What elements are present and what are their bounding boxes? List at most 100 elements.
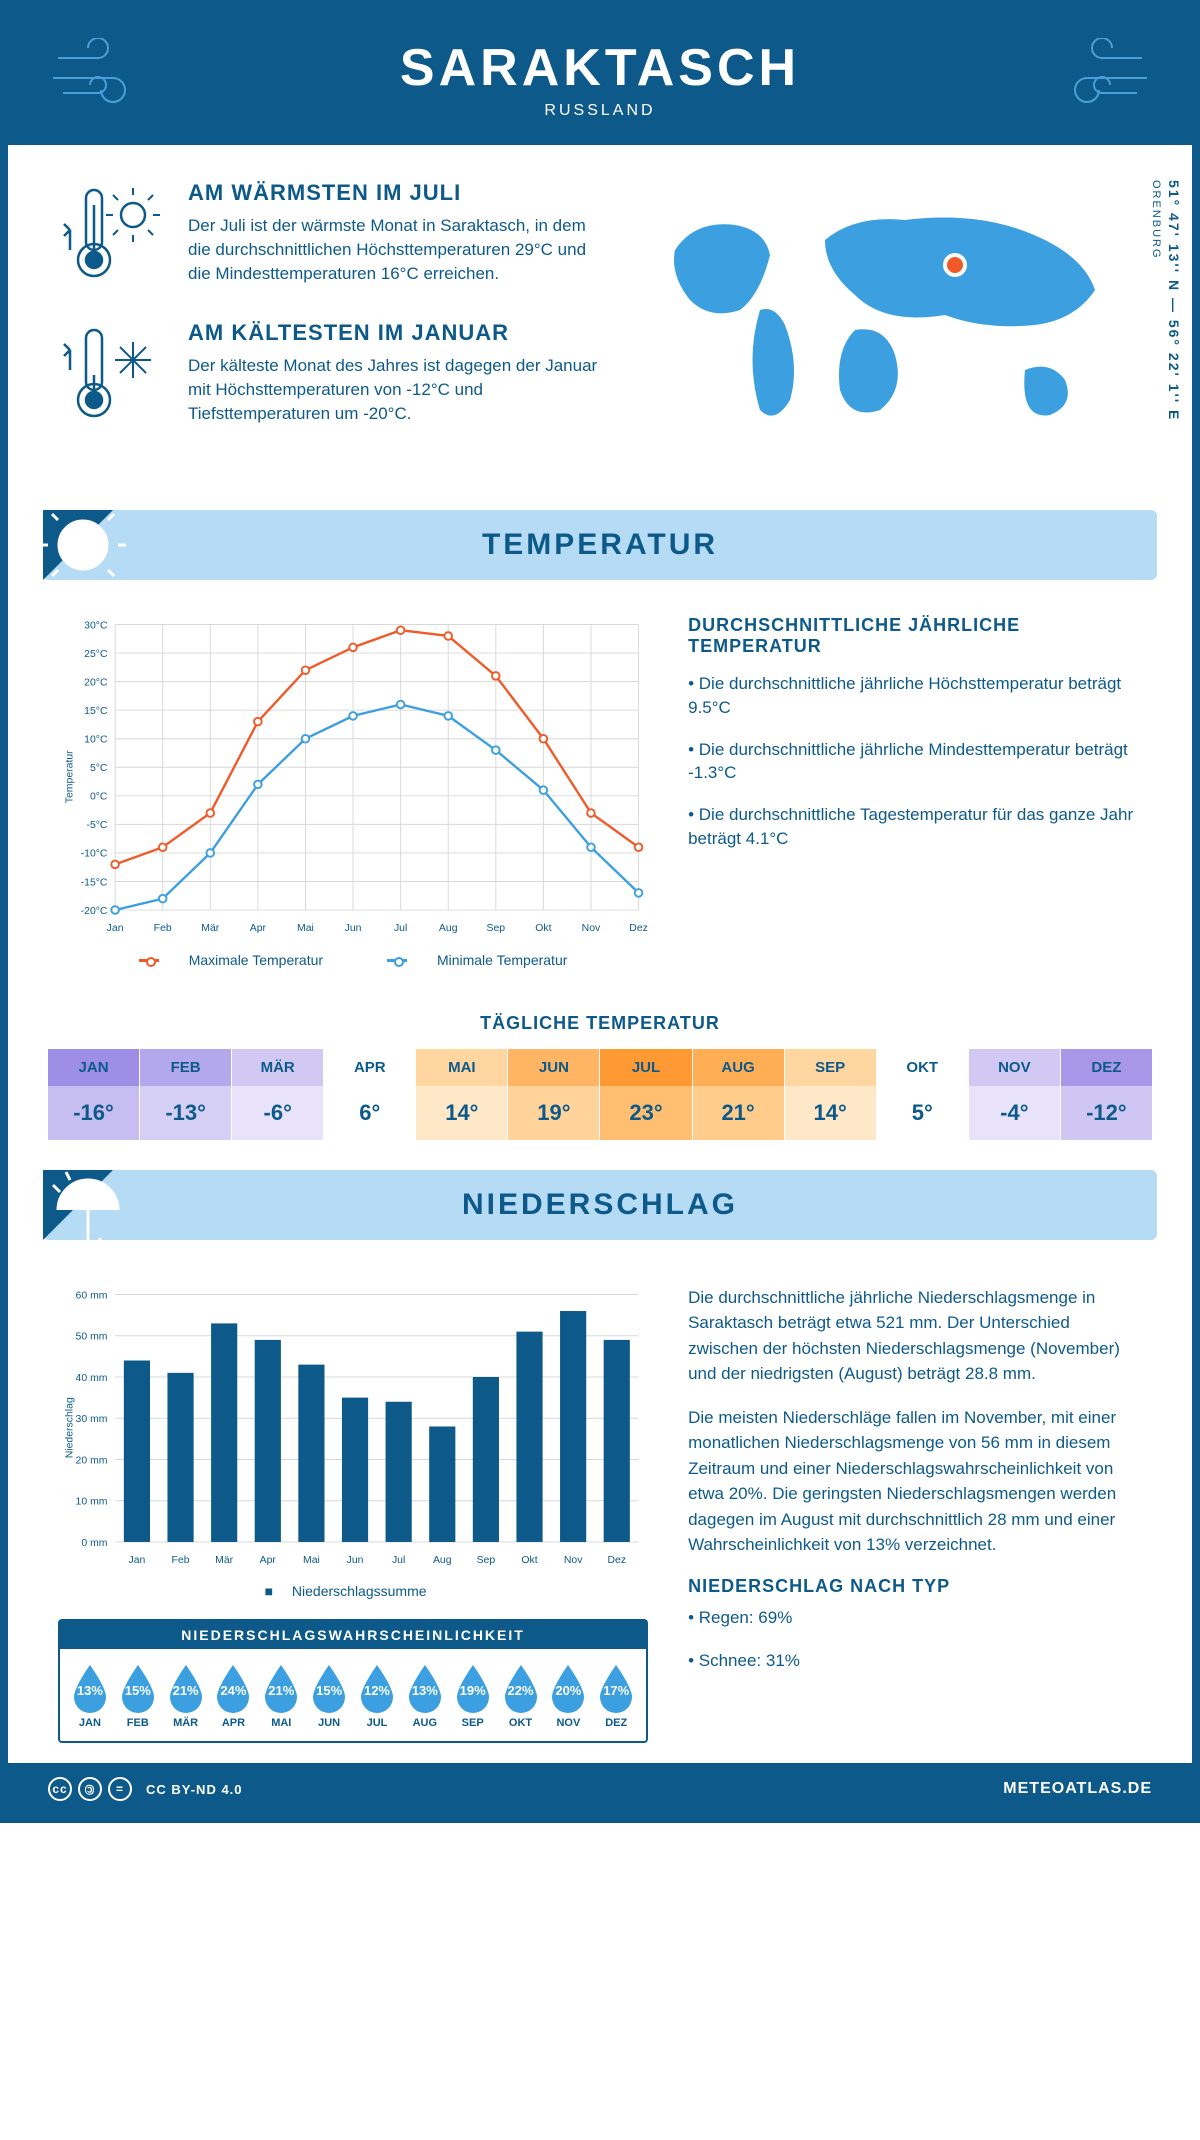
svg-text:Aug: Aug	[433, 1554, 452, 1565]
prob-cell: 19% SEP	[449, 1661, 497, 1729]
svg-text:Feb: Feb	[172, 1554, 190, 1565]
svg-text:Aug: Aug	[439, 923, 458, 934]
svg-text:Mai: Mai	[303, 1554, 320, 1565]
svg-text:Apr: Apr	[260, 1554, 277, 1565]
summary-section: AM WÄRMSTEN IM JULI Der Juli ist der wär…	[8, 145, 1192, 495]
precip-rain: • Regen: 69%	[688, 1605, 1142, 1631]
svg-text:40 mm: 40 mm	[76, 1372, 108, 1383]
svg-text:20 mm: 20 mm	[76, 1455, 108, 1466]
svg-text:50 mm: 50 mm	[76, 1331, 108, 1342]
warm-title: AM WÄRMSTEN IM JULI	[188, 180, 605, 206]
daily-cell: JUN 19°	[508, 1049, 600, 1140]
precipitation-text: Die durchschnittliche jährliche Niedersc…	[688, 1285, 1142, 1744]
daily-temp-title: TÄGLICHE TEMPERATUR	[8, 1013, 1192, 1034]
temp-bullet: • Die durchschnittliche jährliche Mindes…	[688, 738, 1142, 786]
precip-heading: NIEDERSCHLAG	[63, 1188, 1137, 1222]
prob-cell: 22% OKT	[497, 1661, 545, 1729]
svg-text:-15°C: -15°C	[81, 877, 108, 888]
wind-icon	[1052, 38, 1152, 113]
svg-text:Jun: Jun	[345, 923, 362, 934]
svg-text:-10°C: -10°C	[81, 849, 108, 860]
region-label: ORENBURG	[1150, 180, 1162, 260]
daily-cell: NOV -4°	[969, 1049, 1061, 1140]
svg-text:Feb: Feb	[154, 923, 172, 934]
temperature-banner: TEMPERATUR	[43, 510, 1157, 580]
precip-probability-box: NIEDERSCHLAGSWAHRSCHEINLICHKEIT 13% JAN …	[58, 1619, 648, 1743]
daily-cell: APR 6°	[324, 1049, 416, 1140]
prob-cell: 24% APR	[210, 1661, 258, 1729]
daily-cell: AUG 21°	[693, 1049, 785, 1140]
prob-cell: 13% JAN	[66, 1661, 114, 1729]
svg-text:5°C: 5°C	[90, 763, 108, 774]
prob-cell: 17% DEZ	[592, 1661, 640, 1729]
svg-text:Dez: Dez	[629, 923, 648, 934]
sun-icon	[38, 500, 138, 590]
temperature-summary: DURCHSCHNITTLICHE JÄHRLICHE TEMPERATUR •…	[688, 615, 1142, 968]
daily-cell: SEP 14°	[785, 1049, 877, 1140]
precip-snow: • Schnee: 31%	[688, 1648, 1142, 1674]
prob-title: NIEDERSCHLAGSWAHRSCHEINLICHKEIT	[60, 1621, 646, 1649]
svg-text:Nov: Nov	[582, 923, 601, 934]
temp-avg-heading: DURCHSCHNITTLICHE JÄHRLICHE TEMPERATUR	[688, 615, 1142, 657]
svg-text:10°C: 10°C	[84, 735, 108, 746]
prob-cell: 15% FEB	[114, 1661, 162, 1729]
city-title: SARAKTASCH	[28, 38, 1172, 98]
svg-text:30°C: 30°C	[84, 620, 108, 631]
daily-cell: FEB -13°	[140, 1049, 232, 1140]
svg-text:25°C: 25°C	[84, 649, 108, 660]
precip-legend: Niederschlagssumme	[292, 1583, 427, 1599]
svg-text:Jul: Jul	[392, 1554, 405, 1565]
license-icons: cc🄯= CC BY-ND 4.0	[48, 1777, 243, 1801]
precipitation-banner: NIEDERSCHLAG	[43, 1170, 1157, 1240]
svg-text:60 mm: 60 mm	[76, 1290, 108, 1301]
legend-min: Minimale Temperatur	[437, 952, 567, 968]
legend-max: Maximale Temperatur	[189, 952, 323, 968]
license-text: CC BY-ND 4.0	[146, 1782, 243, 1797]
temp-heading: TEMPERATUR	[63, 528, 1137, 562]
warm-text: Der Juli ist der wärmste Monat in Sarakt…	[188, 214, 605, 285]
daily-cell: OKT 5°	[877, 1049, 969, 1140]
svg-text:20°C: 20°C	[84, 677, 108, 688]
umbrella-icon	[38, 1160, 138, 1250]
precipitation-bar-chart: 0 mm10 mm20 mm30 mm40 mm50 mm60 mmJanFeb…	[58, 1285, 648, 1600]
svg-text:Jun: Jun	[347, 1554, 364, 1565]
svg-text:Apr: Apr	[250, 923, 267, 934]
svg-text:Dez: Dez	[607, 1554, 626, 1565]
coordinates: 51° 47' 13'' N — 56° 22' 1'' E	[1166, 180, 1182, 421]
country-label: RUSSLAND	[28, 102, 1172, 120]
svg-text:Sep: Sep	[487, 923, 506, 934]
cold-title: AM KÄLTESTEN IM JANUAR	[188, 320, 605, 346]
daily-cell: DEZ -12°	[1061, 1049, 1152, 1140]
footer: cc🄯= CC BY-ND 4.0 METEOATLAS.DE	[8, 1763, 1192, 1815]
precip-para: Die durchschnittliche jährliche Niedersc…	[688, 1285, 1142, 1387]
daily-temp-table: JAN -16° FEB -13° MÄR -6° APR 6° MAI 14°…	[48, 1049, 1152, 1140]
svg-text:15°C: 15°C	[84, 706, 108, 717]
svg-text:Nov: Nov	[564, 1554, 583, 1565]
svg-text:-5°C: -5°C	[86, 820, 107, 831]
wind-icon	[48, 38, 148, 113]
svg-text:Okt: Okt	[535, 923, 551, 934]
svg-text:10 mm: 10 mm	[76, 1496, 108, 1507]
daily-cell: JAN -16°	[48, 1049, 140, 1140]
daily-cell: MAI 14°	[416, 1049, 508, 1140]
world-map: ORENBURG 51° 47' 13'' N — 56° 22' 1'' E	[645, 180, 1142, 460]
svg-text:Mär: Mär	[215, 1554, 234, 1565]
site-label: METEOATLAS.DE	[1003, 1780, 1152, 1798]
svg-text:30 mm: 30 mm	[76, 1414, 108, 1425]
thermometer-snow-icon	[58, 320, 168, 435]
temp-bullet: • Die durchschnittliche jährliche Höchst…	[688, 672, 1142, 720]
prob-cell: 21% MÄR	[162, 1661, 210, 1729]
svg-text:Temperatur: Temperatur	[64, 750, 75, 803]
prob-cell: 12% JUL	[353, 1661, 401, 1729]
warmest-fact: AM WÄRMSTEN IM JULI Der Juli ist der wär…	[58, 180, 605, 295]
precip-para: Die meisten Niederschläge fallen im Nove…	[688, 1405, 1142, 1558]
precip-type-heading: NIEDERSCHLAG NACH TYP	[688, 1576, 1142, 1597]
coldest-fact: AM KÄLTESTEN IM JANUAR Der kälteste Mona…	[58, 320, 605, 435]
svg-text:-20°C: -20°C	[81, 906, 108, 917]
svg-text:Mai: Mai	[297, 923, 314, 934]
daily-cell: MÄR -6°	[232, 1049, 324, 1140]
svg-text:Jan: Jan	[128, 1554, 145, 1565]
prob-cell: 15% JUN	[305, 1661, 353, 1729]
svg-text:Jan: Jan	[107, 923, 124, 934]
prob-cell: 20% NOV	[544, 1661, 592, 1729]
